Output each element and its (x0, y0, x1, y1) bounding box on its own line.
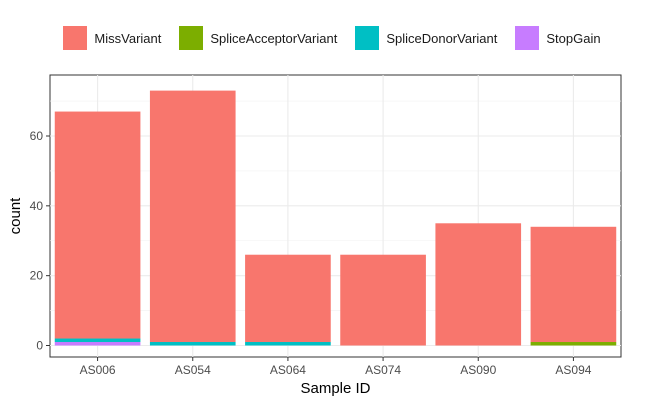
bar-splicedonorvariant-as064 (245, 342, 331, 346)
bar-missvariant-as074 (340, 254, 426, 346)
y-axis-title: count (7, 197, 24, 235)
legend-label: MissVariant (94, 30, 162, 46)
x-axis-ticks: AS006 AS054 AS064 AS074 AS090 AS094 (80, 357, 592, 377)
legend-key (63, 26, 88, 50)
x-tick-label: AS006 (80, 363, 116, 377)
y-tick-label: 60 (30, 129, 44, 143)
x-tick-label: AS090 (460, 363, 496, 377)
bar-missvariant-as090 (435, 223, 522, 346)
legend-item-splicedonorvariant: SpliceDonorVariant (355, 26, 497, 50)
x-tick-label: AS094 (555, 363, 591, 377)
legend-key (179, 26, 204, 50)
legend-label: StopGain (546, 30, 601, 46)
x-tick-label: AS074 (365, 363, 401, 377)
legend-label: SpliceAcceptorVariant (210, 30, 338, 46)
panel-background (49, 74, 622, 358)
legend-item-stopgain: StopGain (515, 26, 601, 50)
bar-splicedonorvariant-as006 (54, 338, 141, 343)
legend-item-missvariant: MissVariant (63, 26, 161, 50)
legend-key (515, 26, 540, 50)
bar-spliceacceptorvariant-as094 (530, 342, 617, 346)
bar-missvariant-as006 (54, 111, 141, 339)
legend: MissVariant SpliceAcceptorVariant SpliceDo… (0, 26, 664, 50)
bar-missvariant-as064 (245, 254, 331, 343)
legend-label: SpliceDonorVariant (386, 30, 498, 46)
grid-lines (50, 75, 621, 357)
bar-splicedonorvariant-as054 (149, 342, 236, 346)
legend-item-spliceacceptorvariant: SpliceAcceptorVariant (179, 26, 337, 50)
y-tick-label: 20 (30, 269, 44, 283)
y-tick-label: 0 (36, 339, 43, 353)
y-axis-ticks: 0 20 40 60 (30, 129, 50, 353)
bars (54, 90, 617, 346)
bar-missvariant-as094 (530, 226, 617, 343)
x-tick-label: AS064 (270, 363, 306, 377)
x-axis-title: Sample ID (300, 380, 370, 397)
legend-key (355, 26, 380, 50)
x-tick-label: AS054 (175, 363, 211, 377)
bar-stopgain-as006 (54, 342, 141, 346)
y-tick-label: 40 (30, 199, 44, 213)
bar-missvariant-as054 (149, 90, 236, 343)
